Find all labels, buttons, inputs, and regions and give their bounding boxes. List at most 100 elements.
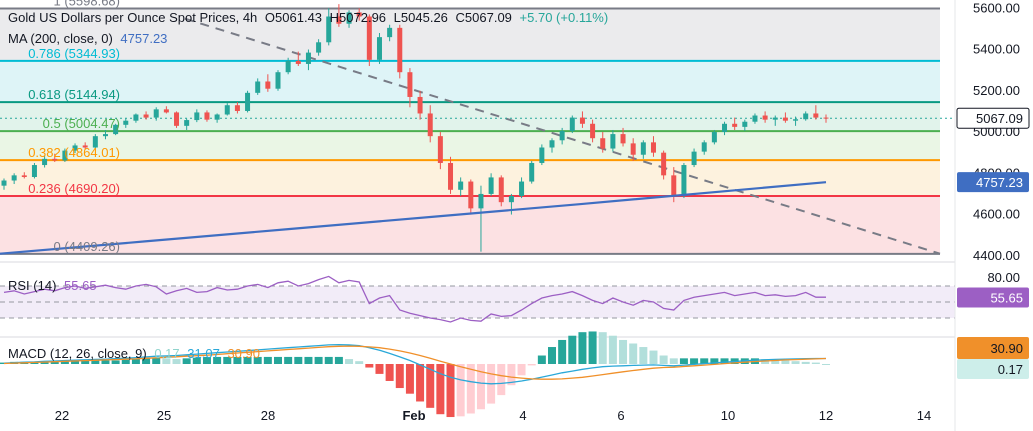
candle-body[interactable]	[590, 123, 596, 139]
candle-body[interactable]	[143, 114, 149, 118]
candle-body[interactable]	[762, 115, 768, 120]
macd-hist-bar	[476, 364, 485, 410]
candle-body[interactable]	[82, 145, 88, 148]
candle-body[interactable]	[21, 175, 27, 178]
candle-body[interactable]	[376, 37, 382, 60]
candle-body[interactable]	[539, 147, 545, 163]
ma-indicator-value: 4757.23	[120, 31, 168, 46]
candle-body[interactable]	[691, 151, 697, 166]
candle-body[interactable]	[194, 112, 200, 121]
candle-body[interactable]	[813, 113, 819, 118]
candle-body[interactable]	[52, 158, 58, 161]
candle-body[interactable]	[42, 158, 48, 166]
candle-body[interactable]	[204, 112, 210, 120]
time-tick-label: 28	[261, 408, 275, 423]
high-label: H	[329, 10, 340, 25]
rsi-legend[interactable]: RSI (14) 55.65	[8, 278, 101, 293]
candle-body[interactable]	[620, 134, 626, 144]
candle-body[interactable]	[701, 142, 707, 152]
time-axis[interactable]: 22 25 28 Feb 4 6 10 12 14	[55, 408, 931, 423]
candle-body[interactable]	[316, 42, 322, 53]
candle-body[interactable]	[630, 143, 636, 155]
candle-body[interactable]	[123, 120, 129, 125]
candle-body[interactable]	[174, 112, 180, 126]
candle-body[interactable]	[224, 105, 230, 115]
candle-body[interactable]	[529, 162, 535, 182]
candle-body[interactable]	[437, 136, 443, 163]
candle-body[interactable]	[92, 136, 98, 148]
candle-body[interactable]	[650, 142, 656, 153]
candle-body[interactable]	[681, 165, 687, 196]
candle-body[interactable]	[600, 138, 606, 149]
candle-body[interactable]	[782, 117, 788, 121]
candle-body[interactable]	[752, 115, 758, 122]
candle-body[interactable]	[742, 121, 748, 127]
candle-body[interactable]	[31, 165, 37, 178]
candle-body[interactable]	[366, 16, 372, 60]
candle-body[interactable]	[803, 113, 809, 120]
candle-body[interactable]	[255, 81, 261, 93]
candle-body[interactable]	[468, 181, 474, 209]
candle-body[interactable]	[184, 120, 190, 126]
candle-body[interactable]	[295, 60, 301, 64]
candle-body[interactable]	[387, 27, 393, 38]
candle-body[interactable]	[417, 96, 423, 114]
candle-body[interactable]	[326, 16, 332, 43]
macd-hist-bar	[669, 358, 678, 364]
candle-body[interactable]	[11, 175, 17, 181]
candle-body[interactable]	[133, 114, 139, 121]
candle-body[interactable]	[72, 145, 78, 151]
candle-body[interactable]	[245, 92, 251, 111]
price-tick-label: 4600.00	[973, 207, 1020, 222]
price-axis[interactable]: 5600.005400.005200.005000.004800.004600.…	[956, 0, 1030, 263]
candle-body[interactable]	[305, 52, 311, 64]
ma-indicator-legend[interactable]: MA (200, close, 0) 4757.23	[8, 31, 171, 46]
macd-hist-bar	[568, 335, 577, 364]
symbol-title[interactable]: Gold US Dollars per Ounce Spot Prices, 4…	[8, 10, 258, 25]
candle-body[interactable]	[508, 195, 514, 203]
candle-body[interactable]	[661, 152, 667, 176]
candle-body[interactable]	[478, 193, 484, 209]
candle-body[interactable]	[711, 132, 717, 143]
change-value: +5.70 (+0.11%)	[519, 10, 609, 25]
candle-body[interactable]	[113, 124, 119, 135]
candle-body[interactable]	[610, 134, 616, 149]
candle-body[interactable]	[407, 72, 413, 97]
candle-body[interactable]	[498, 177, 504, 203]
candle-body[interactable]	[234, 105, 240, 111]
candle-body[interactable]	[823, 117, 829, 119]
last-price-badge: 5067.09	[976, 111, 1023, 126]
candle-body[interactable]	[102, 134, 108, 137]
candle-body[interactable]	[397, 27, 403, 73]
candle-body[interactable]	[356, 12, 362, 17]
candle-body[interactable]	[62, 150, 68, 161]
candle-body[interactable]	[519, 181, 525, 196]
candle-body[interactable]	[1, 180, 7, 186]
candle-body[interactable]	[722, 123, 728, 133]
candle-body[interactable]	[163, 109, 169, 113]
candle-body[interactable]	[793, 119, 799, 121]
candle-body[interactable]	[488, 177, 494, 194]
candle-body[interactable]	[336, 16, 342, 24]
candle-body[interactable]	[285, 60, 291, 73]
candle-body[interactable]	[559, 131, 565, 141]
candle-body[interactable]	[640, 142, 646, 155]
candle-body[interactable]	[275, 72, 281, 89]
candle-body[interactable]	[448, 162, 454, 190]
candle-body[interactable]	[153, 109, 159, 118]
candle-body[interactable]	[346, 12, 352, 24]
candle-body[interactable]	[579, 117, 585, 124]
close-label: C	[455, 10, 465, 25]
macd-hist-bar	[690, 358, 699, 364]
candle-body[interactable]	[569, 117, 575, 131]
candle-body[interactable]	[671, 175, 677, 196]
macd-signal-badge-bg	[957, 337, 1029, 359]
candle-body[interactable]	[772, 117, 778, 120]
candle-body[interactable]	[214, 114, 220, 120]
candle-body[interactable]	[458, 181, 464, 190]
candle-body[interactable]	[265, 81, 271, 89]
macd-legend[interactable]: MACD (12, 26, close, 9) 0.17 31.07 30.90	[8, 346, 264, 361]
candle-body[interactable]	[732, 123, 738, 127]
candle-body[interactable]	[427, 113, 433, 137]
candle-body[interactable]	[549, 140, 555, 148]
